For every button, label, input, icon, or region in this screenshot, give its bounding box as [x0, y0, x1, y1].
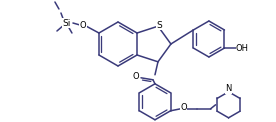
- Text: O: O: [133, 72, 139, 81]
- Text: N: N: [225, 84, 232, 93]
- Text: S: S: [156, 21, 162, 30]
- Text: O: O: [80, 20, 86, 30]
- Text: OH: OH: [236, 44, 249, 52]
- Text: O: O: [180, 103, 187, 112]
- Text: Si: Si: [63, 19, 71, 27]
